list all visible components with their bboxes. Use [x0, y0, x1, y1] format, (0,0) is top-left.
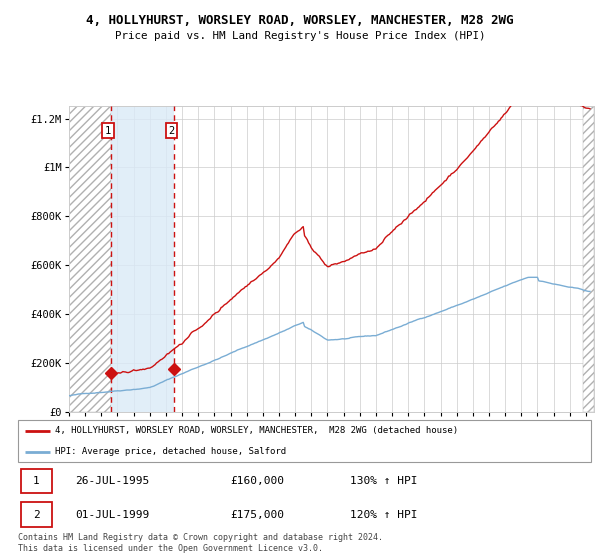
Text: 26-JUL-1995: 26-JUL-1995 — [76, 476, 149, 486]
Text: 2: 2 — [33, 510, 40, 520]
Text: 1: 1 — [33, 476, 40, 486]
Text: HPI: Average price, detached house, Salford: HPI: Average price, detached house, Salf… — [55, 447, 286, 456]
Text: 120% ↑ HPI: 120% ↑ HPI — [350, 510, 418, 520]
Bar — [21, 469, 52, 493]
Bar — [21, 502, 52, 527]
Bar — [110, 106, 174, 412]
Text: Price paid vs. HM Land Registry's House Price Index (HPI): Price paid vs. HM Land Registry's House … — [115, 31, 485, 41]
Text: £160,000: £160,000 — [230, 476, 284, 486]
Text: £175,000: £175,000 — [230, 510, 284, 520]
Text: 1: 1 — [105, 126, 111, 136]
Text: 2: 2 — [169, 126, 175, 136]
Text: 01-JUL-1999: 01-JUL-1999 — [76, 510, 149, 520]
Text: 4, HOLLYHURST, WORSLEY ROAD, WORSLEY, MANCHESTER, M28 2WG: 4, HOLLYHURST, WORSLEY ROAD, WORSLEY, MA… — [86, 14, 514, 27]
Text: 4, HOLLYHURST, WORSLEY ROAD, WORSLEY, MANCHESTER,  M28 2WG (detached house): 4, HOLLYHURST, WORSLEY ROAD, WORSLEY, MA… — [55, 426, 458, 435]
Bar — [583, 106, 594, 412]
Text: Contains HM Land Registry data © Crown copyright and database right 2024.
This d: Contains HM Land Registry data © Crown c… — [18, 533, 383, 553]
Bar — [69, 106, 110, 412]
Text: 130% ↑ HPI: 130% ↑ HPI — [350, 476, 418, 486]
